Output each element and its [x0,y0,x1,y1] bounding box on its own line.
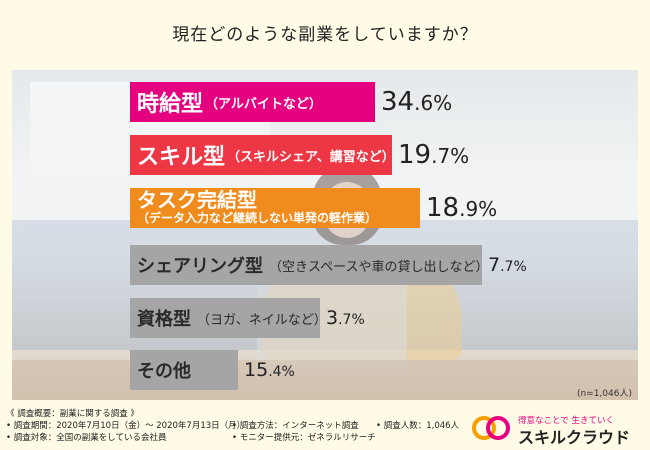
page-title: 現在どのような副業をしていますか？ [172,25,478,45]
bar-value-decimal: .7% [338,312,365,328]
bar-label-sub: （スキルシェア、講習など） [227,149,395,165]
bar-value-integer: 3 [326,307,339,329]
bar-label-main: タスク完結型 [137,188,257,212]
bar-value-decimal: .9% [459,197,498,221]
survey-summary-heading: 《 調査概要：副業に関する調査 》 [6,409,139,419]
bar: タスク完結型 （データ入力など継続しない単発の軽作業） [130,188,420,228]
logo-tagline: 得意なことで 生きていく [518,416,614,426]
bar-value-decimal: .7% [500,259,527,275]
bar: その他 [130,350,238,390]
bar-value-label: 18.9% [426,188,497,228]
bar-value-decimal: .6% [414,91,453,115]
bar-value-label: 34.6% [381,82,452,122]
bar: 時給型 （アルバイトなど） [130,82,375,122]
bar-value-integer: 18 [426,193,460,223]
bar-label-main: スキル型 [137,145,226,170]
survey-method: • 調査方法：インターネット調査 [232,421,359,431]
bar-value-integer: 7 [488,254,501,276]
bar: 資格型 （ヨガ、ネイルなど） [130,298,327,338]
survey-target: • 調査対象：全国の副業をしている会社員 [6,433,167,443]
bar-label-sub: （空きスペースや車の貸し出しなど） [269,259,489,275]
bar-value-integer: 19 [398,140,432,170]
bar-value-integer: 34 [381,87,415,117]
logo-name: スキルクラウド [518,428,631,447]
survey-count: • 調査人数：1,046人 [376,421,460,431]
bar-label-main: 時給型 [137,92,204,117]
survey-period: • 調査期間：2020年7月10日（金）～ 2020年7月13日（月） [6,421,246,431]
survey-provider: • モニター提供元：ゼネラルリサーチ [232,433,376,443]
bar-label-main: 資格型 [137,309,191,330]
bar-label-sub: （ヨガ、ネイルなど） [197,312,327,328]
logo-mark-icon [472,416,510,440]
bar-value-label: 7.7% [488,245,527,285]
bar-value-label: 19.7% [398,135,469,175]
bar-label-sub: （データ入力など継続しない単発の軽作業） [137,211,378,225]
photo-overlay [12,70,638,400]
skillcloud-logo: 得意なことで 生きていく スキルクラウド [468,413,643,447]
bar-value-decimal: .4% [268,364,295,380]
bar-label-main: その他 [137,361,191,382]
bar-value-label: 3.7% [326,298,365,338]
bar: シェアリング型 （空きスペースや車の貸し出しなど） [130,245,488,285]
bar-label-sub: （アルバイトなど） [205,96,322,112]
sample-size-note: (n=1,046人) [576,389,632,399]
bar-value-label: 15.4% [244,350,295,390]
bar-label-main: シェアリング型 [137,256,263,277]
photo-table [12,360,638,400]
bar: スキル型 （スキルシェア、講習など） [130,135,395,175]
bar-value-integer: 15 [244,359,269,381]
bar-value-decimal: .7% [431,144,470,168]
